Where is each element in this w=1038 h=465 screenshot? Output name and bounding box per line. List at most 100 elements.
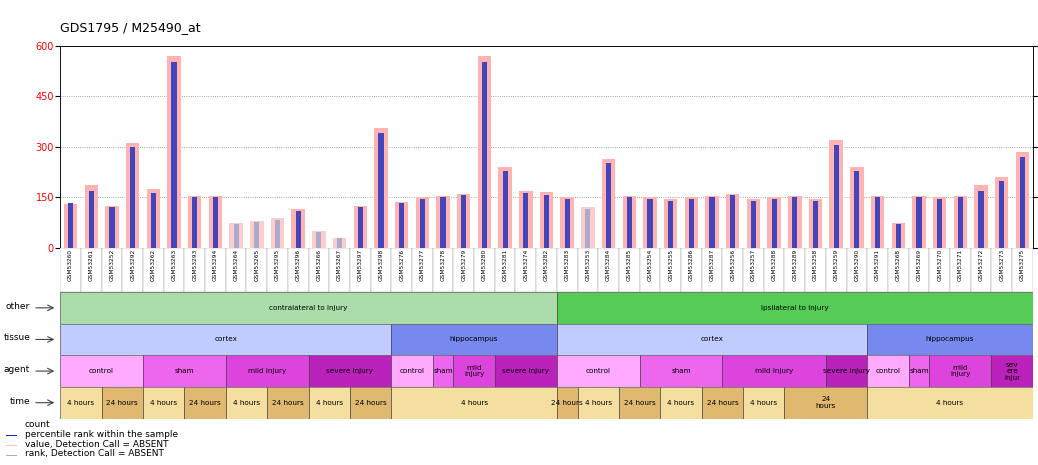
Text: 24 hours: 24 hours (107, 400, 138, 405)
Bar (419, 199, 425, 248)
Text: GSM53271: GSM53271 (958, 249, 963, 281)
Bar (767, 197, 781, 248)
Bar (516, 248, 537, 292)
Text: agent: agent (4, 365, 30, 374)
Text: 24 hours: 24 hours (551, 400, 583, 405)
Text: GSM53255: GSM53255 (668, 249, 674, 281)
Bar (60, 355, 143, 387)
Bar (971, 248, 991, 292)
Bar (333, 238, 347, 248)
Bar (826, 248, 847, 292)
Text: mild
injury: mild injury (950, 365, 971, 377)
Text: GSM53286: GSM53286 (689, 249, 693, 281)
Text: GSM53269: GSM53269 (917, 249, 922, 281)
Bar (482, 62, 487, 248)
Bar (109, 207, 114, 248)
Bar (329, 248, 350, 292)
Text: GSM53274: GSM53274 (523, 249, 528, 281)
Bar (185, 248, 206, 292)
Text: severe injury: severe injury (502, 368, 549, 374)
Text: mild injury: mild injury (755, 368, 793, 374)
Bar (6, 455, 18, 456)
Bar (143, 355, 225, 387)
Bar (685, 197, 699, 248)
Bar (246, 248, 267, 292)
Text: GSM53289: GSM53289 (792, 249, 797, 281)
Text: GSM53260: GSM53260 (69, 249, 73, 281)
Text: 4 hours: 4 hours (750, 400, 777, 405)
Bar (702, 248, 722, 292)
Bar (750, 201, 756, 248)
Text: 24 hours: 24 hours (272, 400, 304, 405)
Bar (933, 197, 947, 248)
Bar (726, 194, 739, 248)
Bar (854, 171, 859, 248)
Bar (1016, 152, 1030, 248)
Bar (391, 248, 412, 292)
Text: GSM53266: GSM53266 (317, 249, 322, 281)
Bar (391, 355, 433, 387)
Bar (375, 128, 387, 248)
Bar (167, 56, 181, 248)
Text: control: control (585, 368, 610, 374)
Bar (477, 56, 491, 248)
Text: GSM53264: GSM53264 (234, 249, 239, 281)
Bar (660, 248, 681, 292)
Bar (84, 186, 98, 248)
Bar (250, 221, 264, 248)
Bar (950, 248, 971, 292)
Bar (60, 324, 391, 355)
Bar (577, 248, 598, 292)
Text: GSM53278: GSM53278 (440, 249, 445, 281)
Text: control: control (875, 368, 900, 374)
Bar (267, 248, 288, 292)
Bar (556, 248, 577, 292)
Text: GSM53284: GSM53284 (606, 249, 611, 281)
Bar (979, 191, 984, 248)
Text: GSM53265: GSM53265 (254, 249, 260, 281)
Text: 4 hours: 4 hours (151, 400, 177, 405)
Text: GSM53296: GSM53296 (296, 249, 301, 281)
Text: 24 hours: 24 hours (624, 400, 656, 405)
Bar (958, 197, 963, 248)
Bar (415, 197, 429, 248)
Text: GSM53287: GSM53287 (710, 249, 714, 281)
Bar (929, 355, 991, 387)
Bar (192, 197, 197, 248)
Bar (598, 248, 619, 292)
Bar (805, 248, 826, 292)
Bar (722, 248, 743, 292)
Bar (433, 248, 454, 292)
Bar (498, 167, 512, 248)
Text: GDS1795 / M25490_at: GDS1795 / M25490_at (60, 21, 200, 34)
Text: 4 hours: 4 hours (316, 400, 343, 405)
Bar (1020, 157, 1026, 248)
Text: hippocampus: hippocampus (449, 337, 498, 342)
Bar (702, 387, 743, 418)
Text: 4 hours: 4 hours (67, 400, 94, 405)
Text: GSM53258: GSM53258 (813, 249, 818, 281)
Text: GSM53285: GSM53285 (627, 249, 632, 281)
Bar (540, 192, 553, 248)
Bar (312, 231, 326, 248)
Bar (892, 223, 905, 248)
Bar (60, 248, 81, 292)
Bar (225, 355, 308, 387)
Bar (234, 224, 239, 248)
Bar (126, 143, 139, 248)
Bar (63, 204, 77, 248)
Bar (122, 248, 143, 292)
Bar (337, 238, 343, 248)
Bar (225, 248, 246, 292)
Text: other: other (6, 302, 30, 311)
Text: control: control (400, 368, 425, 374)
Text: 24 hours: 24 hours (355, 400, 386, 405)
Bar (871, 196, 884, 248)
Text: cortex: cortex (701, 337, 723, 342)
Text: GSM53276: GSM53276 (400, 249, 404, 281)
Bar (627, 197, 632, 248)
Text: percentile rank within the sample: percentile rank within the sample (25, 430, 179, 439)
Text: GSM53254: GSM53254 (648, 249, 653, 281)
Bar (991, 355, 1033, 387)
Bar (764, 248, 785, 292)
